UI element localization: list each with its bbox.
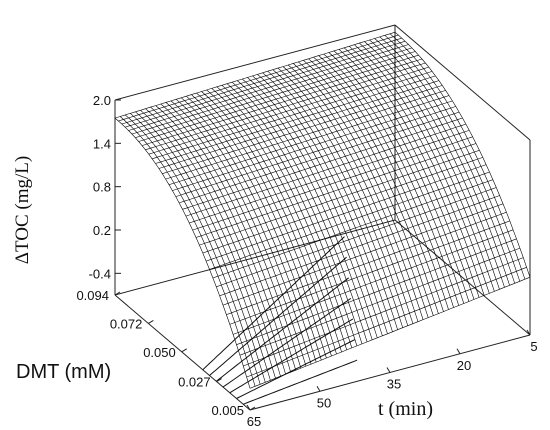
z-tick-label: 0.8	[93, 180, 111, 195]
z-tick-label: 2.0	[93, 93, 111, 108]
x-tick	[316, 385, 321, 392]
mesh-line-dmt	[145, 62, 426, 151]
z-axis-label: ΔTOC (mg/L)	[12, 156, 33, 264]
mesh-line-t	[369, 39, 505, 288]
mesh-line-dmt	[168, 95, 450, 185]
contour-projection	[202, 236, 358, 405]
mesh-line-dmt	[195, 143, 477, 238]
y-tick	[249, 406, 256, 411]
mesh-line-dmt	[243, 257, 524, 367]
z-tick-label: 1.4	[93, 136, 111, 151]
mesh-line-dmt	[155, 75, 436, 164]
mesh-line-t	[394, 31, 531, 278]
mesh-line-dmt	[185, 123, 466, 217]
y-tick-label: 0.094	[76, 288, 109, 303]
mesh-line-t	[359, 42, 495, 292]
x-tick	[386, 367, 391, 373]
mesh-line-dmt	[222, 203, 504, 306]
mesh-line-dmt	[226, 211, 507, 315]
mesh-line-dmt	[212, 179, 493, 279]
mesh-line-t	[389, 33, 526, 280]
mesh-line-t	[379, 36, 515, 284]
mesh-line-dmt	[182, 117, 463, 210]
mesh-line-dmt	[114, 31, 396, 119]
box-edge	[394, 24, 531, 141]
x-tick-label: 65	[247, 414, 261, 429]
y-tick	[148, 319, 154, 324]
axis-ticks	[114, 99, 531, 411]
mesh-line-dmt	[192, 136, 473, 231]
mesh-line-dmt	[135, 51, 416, 138]
x-tick	[246, 404, 251, 411]
box-edge	[114, 24, 396, 101]
mesh-line-t	[354, 44, 490, 294]
mesh-line-dmt	[162, 85, 443, 174]
y-tick-label: 0.005	[211, 403, 244, 418]
y-tick-label: 0.072	[110, 316, 143, 331]
contour-line	[222, 297, 352, 388]
y-axis-label: DMT (mM)	[16, 361, 111, 383]
mesh-line-dmt	[125, 41, 406, 128]
x-tick-label: 20	[457, 358, 471, 373]
mesh-line-dmt	[141, 58, 423, 146]
mesh-line-dmt	[249, 276, 531, 389]
mesh-line-dmt	[236, 238, 517, 345]
mesh-line-dmt	[219, 195, 500, 297]
mesh-line-t	[384, 35, 521, 282]
y-tick	[114, 291, 121, 296]
contour-line	[243, 359, 358, 405]
mesh-line-dmt	[172, 100, 453, 191]
mesh-line-dmt	[199, 150, 480, 246]
mesh-line-dmt	[165, 90, 446, 180]
y-tick	[216, 378, 222, 383]
mesh-line-dmt	[206, 164, 487, 262]
mesh-line-dmt	[189, 130, 470, 224]
mesh-line-dmt	[121, 37, 402, 125]
mesh-line-dmt	[138, 54, 419, 142]
mesh-line-dmt	[232, 229, 514, 335]
x-tick	[526, 329, 531, 336]
mesh-line-dmt	[148, 66, 429, 155]
x-tick-label: 50	[317, 395, 331, 410]
y-tick-label: 0.027	[178, 375, 211, 390]
box-edge	[114, 294, 251, 411]
mesh-line-dmt	[216, 187, 497, 288]
z-tick-label: -0.4	[89, 266, 111, 281]
surface-mesh	[114, 31, 531, 389]
x-tick-label: 35	[387, 377, 401, 392]
mesh-line-dmt	[229, 220, 510, 325]
contour-line	[215, 277, 350, 382]
mesh-line-dmt	[239, 247, 521, 356]
mesh-line-dmt	[158, 80, 439, 169]
mesh-line-dmt	[131, 47, 412, 135]
y-tick-label: 0.050	[143, 345, 176, 360]
box-edge	[114, 219, 396, 296]
z-tick-label: 0.2	[93, 223, 111, 238]
mesh-line-dmt	[128, 44, 409, 131]
contour-line	[209, 256, 347, 376]
mesh-line-dmt	[209, 171, 490, 270]
x-tick-label: 5	[530, 339, 537, 354]
x-axis-label: t (min)	[378, 398, 433, 420]
mesh-line-t	[343, 47, 480, 298]
mesh-line-dmt	[152, 71, 433, 160]
x-tick	[456, 348, 461, 355]
mesh-line-dmt	[179, 111, 460, 204]
box-edge	[394, 219, 531, 336]
mesh-line-dmt	[175, 106, 456, 197]
mesh-line-dmt	[246, 267, 527, 378]
y-tick	[181, 348, 187, 353]
mesh-line-dmt	[202, 157, 483, 254]
mesh-line-dmt	[118, 34, 399, 122]
